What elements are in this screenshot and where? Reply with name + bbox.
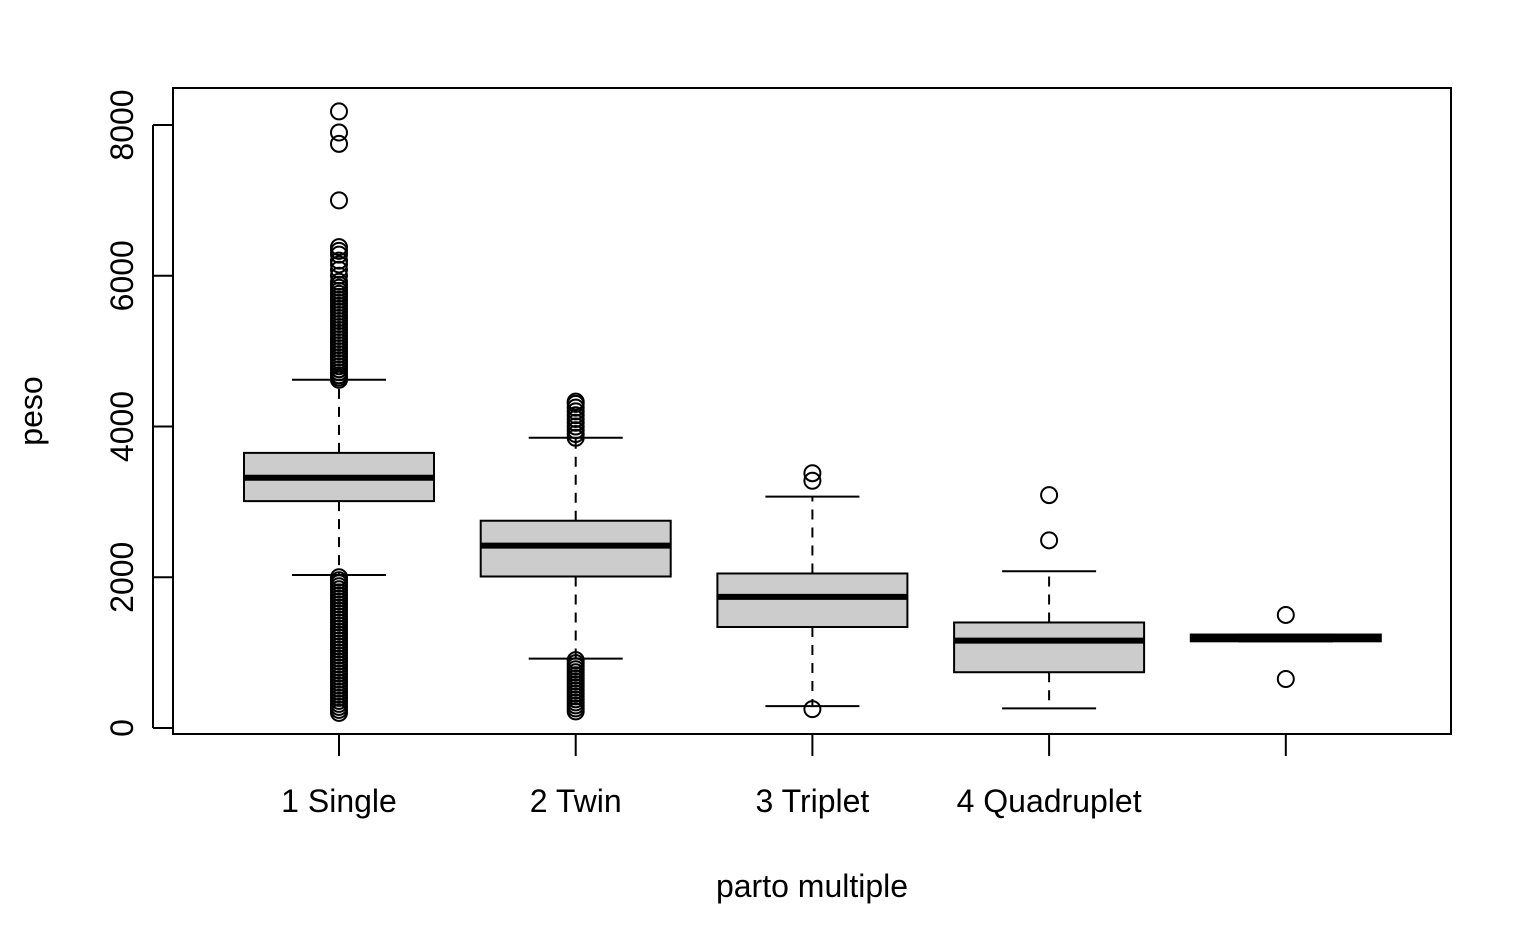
outlier-point [330, 568, 348, 587]
box [479, 519, 672, 578]
outlier-point [330, 123, 348, 142]
y-axis-label: peso [13, 376, 49, 445]
box-group [953, 486, 1146, 710]
box-group [1189, 605, 1382, 689]
x-tick-label: 2 Twin [530, 783, 622, 819]
outlier-point [566, 651, 585, 670]
outlier-point [803, 464, 822, 483]
outlier-point [566, 392, 585, 411]
box-group [716, 464, 909, 719]
outlier-point [1276, 605, 1295, 624]
outlier-point [330, 134, 348, 153]
y-tick-label: 8000 [104, 89, 140, 160]
outlier-point [330, 102, 348, 121]
x-tick-label: 3 Triplet [755, 783, 869, 819]
y-tick-label: 6000 [104, 240, 140, 311]
x-tick-label: 1 Single [281, 783, 397, 819]
outlier-point [1040, 531, 1059, 550]
y-tick-label: 4000 [104, 391, 140, 462]
x-axis: 1 Single 2 Twin 3 Triplet 4 Quadruplet [281, 733, 1287, 819]
outlier-point [803, 700, 822, 719]
outlier-point [1276, 670, 1295, 689]
y-tick-label: 0 [104, 719, 140, 737]
box [716, 572, 909, 628]
y-tick-label: 2000 [104, 542, 140, 613]
outlier-point [330, 251, 348, 270]
box [953, 621, 1146, 674]
y-axis: 0 2000 4000 6000 8000 [104, 89, 173, 737]
outlier-point [803, 471, 822, 490]
x-axis-label: parto multiple [716, 868, 908, 904]
box-group [479, 392, 672, 721]
box-group [243, 102, 435, 722]
outlier-point [330, 238, 348, 257]
outlier-point [330, 191, 348, 210]
outlier-point [330, 272, 348, 291]
x-tick-label: 4 Quadruplet [957, 783, 1142, 819]
boxes [243, 102, 1382, 722]
outlier-point [1040, 486, 1059, 505]
